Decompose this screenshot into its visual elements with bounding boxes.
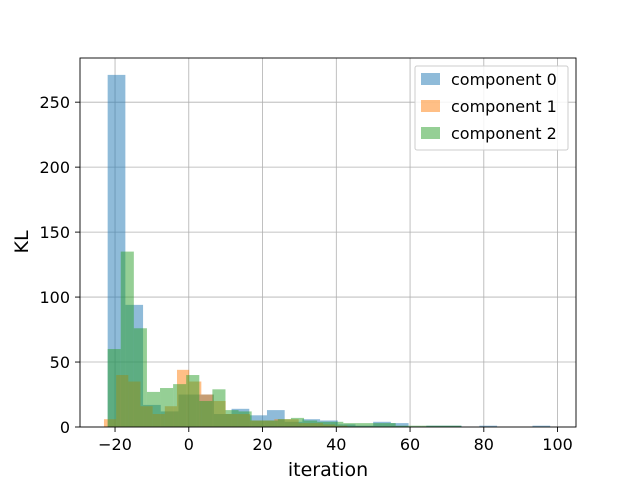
x-tick-label: 0 [184,435,194,454]
histogram-bar [304,420,318,427]
x-tick-label: 40 [326,435,346,454]
y-axis-ticks: 0 50 100 150 200 250 [39,93,80,437]
histogram-bar [133,328,147,427]
histogram-bar [107,349,121,427]
histogram-bar [264,420,278,427]
y-tick-label: 50 [50,353,70,372]
histogram-bar [173,384,187,427]
histogram-bar [238,411,252,427]
histogram-bar [390,423,409,427]
plot-frame [79,57,577,428]
y-tick-label: 150 [39,223,70,242]
histogram-bar [146,391,161,427]
histogram-bar [408,425,422,427]
histogram-bar [532,425,551,427]
histogram-bar [356,423,370,427]
histogram-bar [395,425,409,427]
legend: component 0 component 1 component 2 [414,65,569,151]
histogram-bar [382,423,396,427]
histogram-bar [448,425,462,427]
x-tick-label: −20 [98,435,132,454]
x-tick-label: 80 [474,435,494,454]
histogram-bar [330,421,344,427]
series-component-2 [107,251,462,427]
histogram-bar [421,425,435,427]
y-tick-label: 0 [60,418,70,437]
histogram-bar [343,423,357,427]
legend-swatch-component-0 [421,73,440,85]
y-tick-label: 200 [39,158,70,177]
histogram-bar [369,423,383,427]
histogram-bars [103,74,551,428]
x-axis-label: iteration [288,459,368,480]
histogram-bar [212,389,226,427]
legend-label-component-2: component 2 [451,124,557,143]
legend-label-component-1: component 1 [451,97,557,116]
y-tick-label: 100 [39,288,70,307]
histogram-bar [199,401,213,427]
histogram-bar [225,410,239,427]
histogram-bar [277,419,291,427]
legend-box [414,65,569,151]
histogram-bar [434,425,449,427]
histogram-bar [317,421,331,427]
x-axis-ticks: −20 0 20 40 60 80 100 [98,427,573,454]
x-tick-label: 100 [542,435,573,454]
x-tick-label: 60 [400,435,420,454]
legend-label-component-0: component 0 [451,70,557,89]
y-axis-label: KL [11,230,33,253]
histogram-bar [160,388,174,427]
histogram-bar [290,417,305,427]
histogram-bar [251,420,265,427]
histogram-bar [120,251,134,427]
histogram-bar [186,375,200,427]
y-tick-label: 250 [39,93,70,112]
histogram-bar [479,425,498,427]
legend-swatch-component-2 [421,127,440,139]
x-tick-label: 20 [252,435,272,454]
legend-swatch-component-1 [421,100,440,112]
